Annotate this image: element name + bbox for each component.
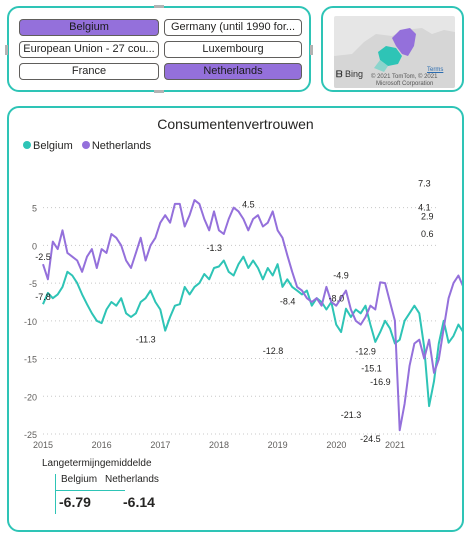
y-tick-label: -5 xyxy=(29,279,37,289)
slicer-item-luxembourg[interactable]: Luxembourg xyxy=(164,41,302,58)
resize-handle-bottom[interactable] xyxy=(154,90,164,93)
map-panel: ᗷ Bing Terms © 2021 TomTom, © 2021 Micro… xyxy=(321,6,464,92)
kpi-header-belgium: Belgium xyxy=(61,474,98,485)
slicer-item-belgium[interactable]: Belgium xyxy=(19,19,159,36)
map-shapes xyxy=(334,28,455,88)
belgium-region xyxy=(378,46,402,66)
x-tick-label: 2015 xyxy=(33,440,53,450)
data-label: 4.5 xyxy=(242,199,255,209)
resize-handle-top[interactable] xyxy=(154,5,164,8)
data-label: 2.9 xyxy=(421,211,434,221)
chart-title: Consumentenvertrouwen xyxy=(157,116,314,132)
bing-logo: ᗷ Bing xyxy=(336,69,364,79)
x-tick-label: 2016 xyxy=(92,440,112,450)
kpi-title: Langetermijngemiddelde xyxy=(42,458,152,469)
data-label: -1.3 xyxy=(207,243,223,253)
kpi-divider xyxy=(55,474,56,514)
x-tick-label: 2017 xyxy=(150,440,170,450)
x-tick-label: 2020 xyxy=(326,440,346,450)
kpi-value-belgium: -6.79 xyxy=(59,494,91,510)
x-tick-label: 2018 xyxy=(209,440,229,450)
resize-handle-right[interactable] xyxy=(310,45,313,55)
data-label: -21.3 xyxy=(341,410,362,420)
data-label: -12.8 xyxy=(263,346,284,356)
map-terms-link[interactable]: Terms xyxy=(427,67,444,73)
data-label: -8.4 xyxy=(280,297,296,307)
data-label: 0.6 xyxy=(421,229,434,239)
kpi-header-netherlands: Netherlands xyxy=(105,474,159,485)
legend-label-netherlands: Netherlands xyxy=(91,140,152,152)
data-label: -24.5 xyxy=(360,434,381,444)
data-label: -15.1 xyxy=(361,363,382,373)
y-tick-label: 5 xyxy=(32,204,37,214)
legend-item-belgium[interactable]: Belgium xyxy=(23,140,73,152)
data-label: 7.3 xyxy=(418,178,431,188)
legend-item-netherlands[interactable]: Netherlands xyxy=(81,140,152,152)
netherlands-region xyxy=(392,28,416,56)
kpi-header-rule xyxy=(55,490,125,491)
slicer-item-eu27[interactable]: European Union - 27 cou... xyxy=(19,41,159,58)
x-tick-label: 2021 xyxy=(385,440,405,450)
chart-legend: Belgium Netherlands xyxy=(23,140,157,152)
resize-handle-left[interactable] xyxy=(5,45,8,55)
series-line-netherlands xyxy=(42,199,462,432)
data-label: -4.9 xyxy=(333,270,349,280)
data-label: -16.9 xyxy=(370,377,391,387)
x-tick-label: 2019 xyxy=(268,440,288,450)
kpi-value-netherlands: -6.14 xyxy=(123,494,155,510)
y-tick-label: -20 xyxy=(24,392,37,402)
map-copyright-line1: © 2021 TomTom, © 2021 xyxy=(371,74,438,80)
y-tick-label: -15 xyxy=(24,355,37,365)
slicer-item-germany[interactable]: Germany (until 1990 for... xyxy=(164,19,302,36)
data-label: -8.0 xyxy=(329,294,345,304)
map-view[interactable]: ᗷ Bing Terms © 2021 TomTom, © 2021 Micro… xyxy=(334,16,455,88)
y-tick-label: -10 xyxy=(24,317,37,327)
slicer-item-netherlands[interactable]: Netherlands xyxy=(164,63,302,80)
legend-label-belgium: Belgium xyxy=(33,140,73,152)
legend-dot-belgium xyxy=(23,141,31,149)
series-line-belgium xyxy=(42,255,462,408)
data-label: -12.9 xyxy=(355,347,376,357)
y-tick-label: -25 xyxy=(24,430,37,440)
slicer-item-france[interactable]: France xyxy=(19,63,159,80)
data-label: -7.8 xyxy=(35,292,51,302)
legend-dot-netherlands xyxy=(81,141,90,149)
map-copyright-line2: Microsoft Corporation xyxy=(376,81,434,87)
country-slicer-panel: Belgium Germany (until 1990 for... Europ… xyxy=(7,6,311,92)
data-label: -2.5 xyxy=(35,252,51,262)
data-label: 4.1 xyxy=(418,202,431,212)
chart-panel: Consumentenvertrouwen Belgium Netherland… xyxy=(7,106,464,532)
y-tick-label: 0 xyxy=(32,241,37,251)
data-label: -11.3 xyxy=(136,335,156,345)
